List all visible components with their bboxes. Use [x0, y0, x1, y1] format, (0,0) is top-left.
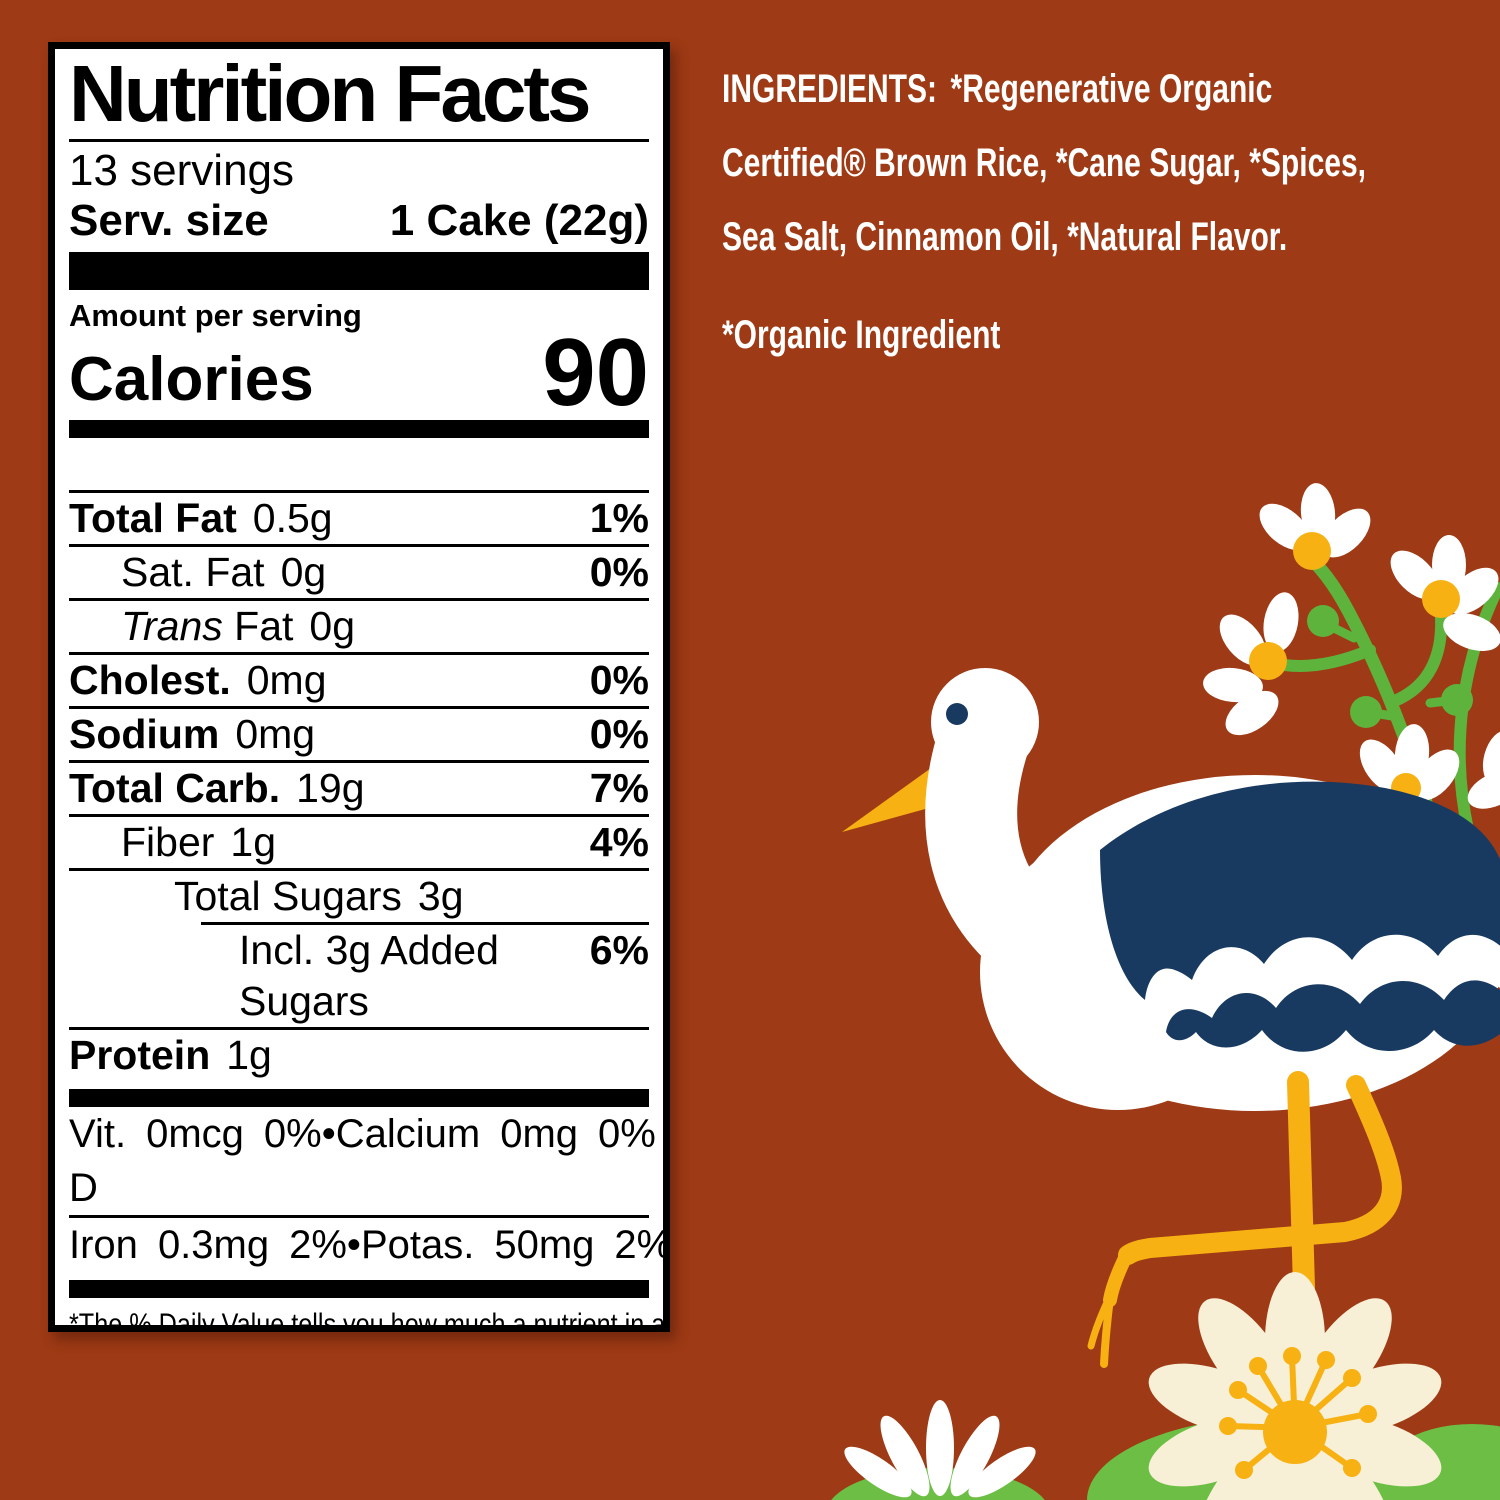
micronutrient-row-1: Vit. D 0mcg 0% • Calcium 0mg 0%	[69, 1107, 656, 1215]
medium-bar	[69, 1280, 649, 1298]
thick-bar	[69, 252, 649, 290]
calories-label: Calories	[69, 345, 314, 414]
table-row-trans-fat: Trans Fat 0g	[69, 598, 649, 652]
calories-value: 90	[542, 319, 649, 426]
table-row-cholesterol: Cholest. 0mg 0%	[69, 652, 649, 706]
ingredients-line: Sea Salt, Cinnamon Oil, *Natural Flavor.	[722, 215, 1288, 259]
table-row-total-fat: Total Fat 0.5g 1%	[69, 490, 649, 544]
table-row-sodium: Sodium 0mg 0%	[69, 706, 649, 760]
bullet-icon: •	[346, 1223, 361, 1267]
micronutrient-row-2: Iron 0.3mg 2% • Potas. 50mg 2%	[69, 1215, 663, 1272]
water-lily-center	[1219, 1347, 1377, 1479]
stork-wing	[1100, 781, 1500, 1000]
table-row-protein: Protein 1g	[69, 1027, 649, 1081]
pond	[831, 1272, 1500, 1500]
servings-count: 13 servings	[69, 146, 295, 195]
stem-buds	[1307, 605, 1473, 728]
medium-bar	[69, 420, 649, 438]
daily-value-footnote: *The % Daily Value tells you how much a …	[69, 1308, 666, 1332]
medium-bar	[69, 1089, 649, 1107]
nutrition-facts-title: Nutrition Facts	[69, 49, 591, 138]
stork-wing-white-band	[1145, 936, 1500, 1030]
nutrition-facts-label: Nutrition Facts 13 servings Serv. size 1…	[48, 42, 670, 1332]
table-row-total-sugars: Total Sugars 3g	[69, 868, 649, 922]
ingredients-line: INGREDIENTS: *Regenerative Organic	[722, 67, 1273, 111]
calories-row: Calories 90	[69, 319, 649, 426]
stem-flower-petals	[1203, 483, 1500, 809]
ingredients-line: Certified® Brown Rice, *Cane Sugar, *Spi…	[722, 141, 1366, 185]
serving-size-value: 1 Cake (22g)	[389, 196, 649, 245]
table-row-total-carb: Total Carb. 19g 7%	[69, 760, 649, 814]
amount-per-serving: Amount per serving	[69, 298, 362, 333]
ingredients-heading: INGREDIENTS:	[722, 67, 938, 111]
table-row-added-sugars: Incl. 3g Added Sugars 6%	[201, 922, 649, 1027]
small-lily-flower	[844, 1400, 1036, 1498]
ingredients-block: INGREDIENTS: *Regenerative Organic Certif…	[722, 52, 1412, 372]
organic-ingredient-note: *Organic Ingredient	[722, 313, 1001, 357]
table-row-sat-fat: Sat. Fat 0g 0%	[69, 544, 649, 598]
stem-flower-centers	[1249, 532, 1460, 803]
serving-size-label: Serv. size	[69, 196, 269, 245]
stork-wing-lower-band	[1166, 980, 1500, 1052]
table-row-fiber: Fiber 1g 4%	[69, 814, 649, 868]
bullet-icon: •	[321, 1112, 336, 1156]
divider	[69, 139, 649, 142]
serving-size-row: Serv. size 1 Cake (22g)	[69, 196, 649, 246]
spacer	[69, 438, 649, 490]
stork-eye	[946, 703, 968, 725]
stork	[842, 668, 1500, 1368]
